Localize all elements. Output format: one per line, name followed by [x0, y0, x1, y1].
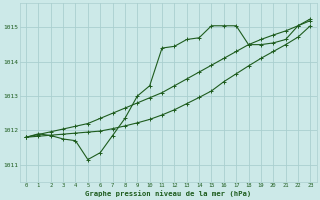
X-axis label: Graphe pression niveau de la mer (hPa): Graphe pression niveau de la mer (hPa) — [85, 190, 251, 197]
